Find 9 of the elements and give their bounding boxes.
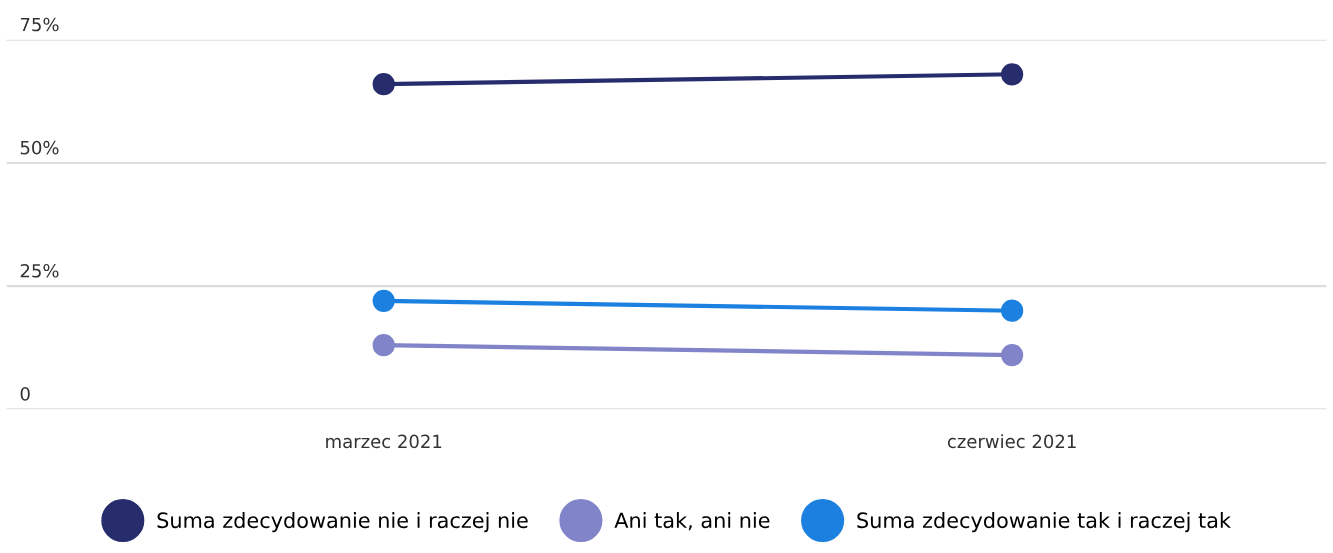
x-tick-label: marzec 2021 (326, 434, 442, 449)
y-tick-label: 50% (20, 140, 59, 155)
legend-label: Ani tak, ani nie (614, 512, 770, 531)
legend-label: Suma zdecydowanie nie i raczej nie (157, 512, 528, 533)
y-tick-label: 0 (20, 387, 30, 401)
x-tick-label: czerwiec 2021 (947, 434, 1076, 449)
y-tick-label: 25% (20, 263, 59, 278)
y-tick-label: 75% (20, 17, 59, 32)
legend-label: Suma zdecydowanie tak i raczej tak (857, 512, 1231, 533)
